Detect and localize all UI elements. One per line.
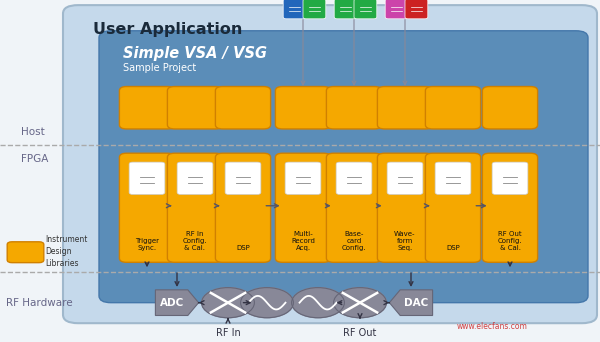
Text: Instrument
Design
Libraries: Instrument Design Libraries	[45, 235, 88, 268]
Text: Sample Project: Sample Project	[123, 63, 196, 73]
FancyBboxPatch shape	[492, 162, 528, 195]
FancyBboxPatch shape	[129, 162, 165, 195]
FancyBboxPatch shape	[275, 153, 331, 262]
FancyBboxPatch shape	[7, 242, 44, 263]
Polygon shape	[155, 290, 199, 315]
Circle shape	[241, 288, 293, 318]
Text: FPGA: FPGA	[21, 154, 49, 164]
Text: Host: Host	[21, 127, 45, 137]
FancyBboxPatch shape	[215, 87, 271, 129]
Text: RF In
Config.
& Cal.: RF In Config. & Cal.	[182, 231, 208, 251]
FancyBboxPatch shape	[326, 87, 382, 129]
FancyBboxPatch shape	[167, 153, 223, 262]
Text: RF In: RF In	[215, 328, 241, 338]
FancyBboxPatch shape	[435, 162, 471, 195]
Text: RF Out
Config.
& Cal.: RF Out Config. & Cal.	[497, 231, 523, 251]
Text: User Application: User Application	[93, 22, 242, 37]
FancyBboxPatch shape	[425, 87, 481, 129]
FancyBboxPatch shape	[275, 87, 331, 129]
FancyBboxPatch shape	[177, 162, 213, 195]
FancyBboxPatch shape	[119, 153, 175, 262]
Text: DSP: DSP	[446, 245, 460, 251]
Text: DSP: DSP	[236, 245, 250, 251]
Text: Multi-
Record
Acq.: Multi- Record Acq.	[291, 231, 315, 251]
FancyBboxPatch shape	[377, 153, 433, 262]
FancyBboxPatch shape	[405, 0, 428, 19]
FancyBboxPatch shape	[99, 31, 588, 303]
FancyBboxPatch shape	[167, 87, 223, 129]
Circle shape	[202, 288, 254, 318]
FancyBboxPatch shape	[303, 0, 326, 19]
Text: DAC: DAC	[404, 298, 428, 308]
FancyBboxPatch shape	[215, 153, 271, 262]
FancyBboxPatch shape	[385, 0, 408, 19]
Text: Base-
card
Config.: Base- card Config.	[341, 231, 367, 251]
FancyBboxPatch shape	[387, 162, 423, 195]
FancyBboxPatch shape	[482, 153, 538, 262]
FancyBboxPatch shape	[482, 87, 538, 129]
Circle shape	[334, 288, 386, 318]
Text: RF Out: RF Out	[343, 328, 377, 338]
FancyBboxPatch shape	[425, 153, 481, 262]
FancyBboxPatch shape	[119, 87, 175, 129]
Text: Trigger
Sync.: Trigger Sync.	[135, 238, 159, 251]
Text: ADC: ADC	[160, 298, 184, 308]
Polygon shape	[389, 290, 433, 315]
Text: Simple VSA / VSG: Simple VSA / VSG	[123, 46, 267, 61]
FancyBboxPatch shape	[354, 0, 377, 19]
Text: www.elecfans.com: www.elecfans.com	[457, 322, 527, 331]
FancyBboxPatch shape	[334, 0, 357, 19]
FancyBboxPatch shape	[336, 162, 372, 195]
Circle shape	[292, 288, 344, 318]
FancyBboxPatch shape	[377, 87, 433, 129]
FancyBboxPatch shape	[285, 162, 321, 195]
FancyBboxPatch shape	[63, 5, 597, 323]
FancyBboxPatch shape	[225, 162, 261, 195]
FancyBboxPatch shape	[283, 0, 306, 19]
Text: Wave-
form
Seq.: Wave- form Seq.	[394, 231, 416, 251]
FancyBboxPatch shape	[326, 153, 382, 262]
Text: RF Hardware: RF Hardware	[6, 298, 73, 308]
